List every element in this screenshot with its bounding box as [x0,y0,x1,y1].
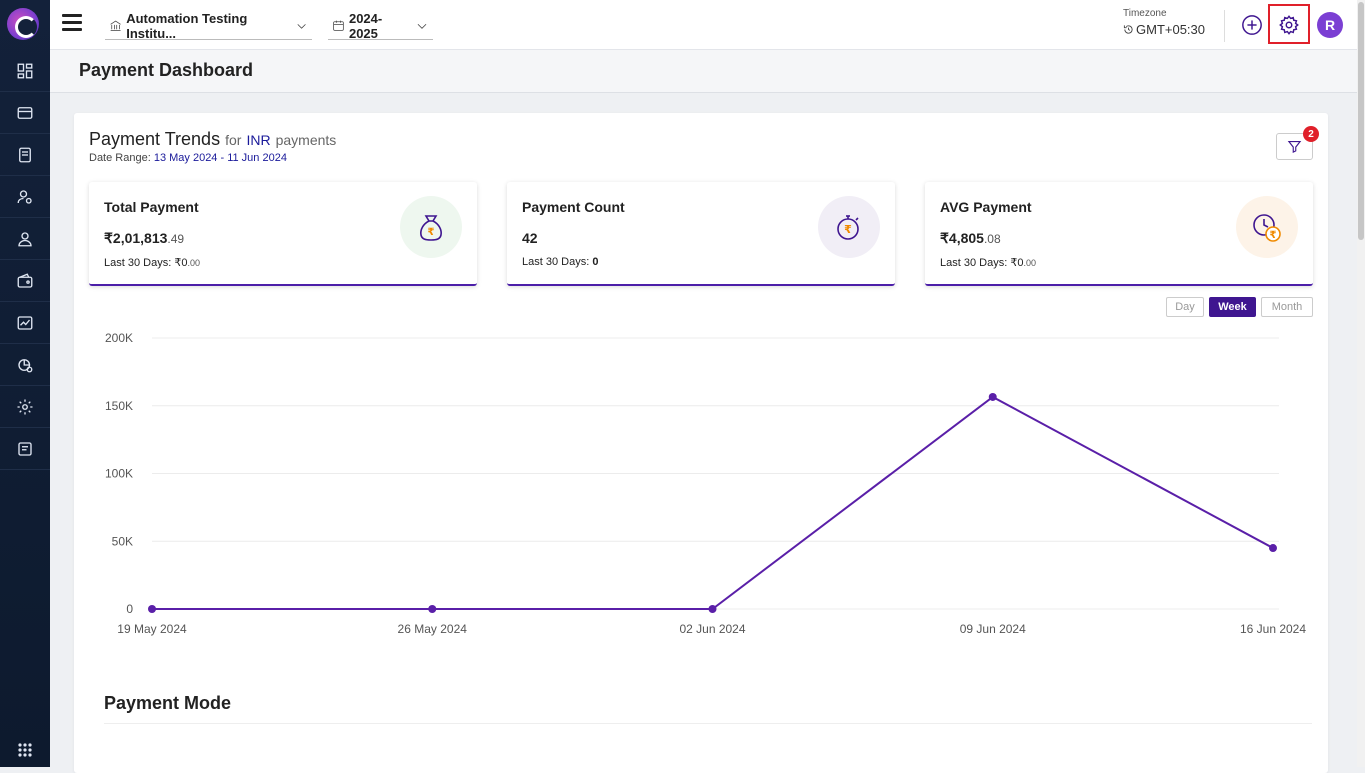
clock-rupee-icon: ₹ [1236,196,1298,258]
payment-trend-chart: 0 50K 100K 150K 200K 19 May 2024 26 May 2024 02… [105,331,1306,636]
stopwatch-rupee-icon: ₹ [818,196,880,258]
y-tick-label: 150K [105,399,133,413]
stat-value: ₹4,805.08 [940,230,1001,246]
trends-for: for [225,132,242,148]
sidebar-item-analytics[interactable] [0,344,50,386]
stat-last-30-days: Last 30 Days: ₹0.00 [940,257,1036,269]
y-tick-label: 0 [126,602,133,616]
toggle-month[interactable]: Month [1261,297,1313,317]
document-icon [18,441,32,456]
stat-last-30-days: Last 30 Days: 0 [522,256,599,268]
stat-last-30-days: Last 30 Days: ₹0.00 [104,257,200,269]
sidebar-item-reports[interactable] [0,302,50,344]
payment-trends-title: Payment Trends for INR payments [89,129,336,150]
sidebar-item-invoices[interactable] [0,134,50,176]
x-tick-label: 19 May 2024 [117,622,187,636]
stat-label: Payment Count [522,199,625,215]
x-tick-label: 16 Jun 2024 [1240,622,1306,636]
user-avatar[interactable]: R [1317,12,1343,38]
scroll-thumb[interactable] [1358,2,1364,240]
page-title: Payment Dashboard [79,60,254,80]
date-range-label: Date Range: [89,152,151,164]
filter-icon [1287,140,1302,154]
chevron-down-icon [417,23,427,29]
add-button[interactable] [1240,13,1264,37]
y-tick-label: 200K [105,331,133,345]
divider [104,723,1312,724]
y-tick-label: 100K [105,467,133,481]
data-point [148,605,156,613]
data-point [1269,544,1277,553]
timezone-label: Timezone [1123,8,1167,19]
money-bag-icon: ₹ [400,196,462,258]
sidebar-item-users[interactable] [0,176,50,218]
svg-text:₹: ₹ [428,227,435,238]
sidebar-item-documents[interactable] [0,428,50,470]
wallet-icon [17,272,33,288]
timezone-value: GMT+05:30 [1136,22,1206,37]
student-icon [18,231,32,246]
sidebar-item-settings[interactable] [0,386,50,428]
page-header: Payment Dashboard [50,50,1357,93]
date-range-value: 13 May 2024 - 11 Jun 2024 [153,152,287,164]
chevron-down-icon [297,23,306,29]
payment-card-icon [17,106,33,119]
x-tick-label: 02 Jun 2024 [679,622,745,636]
y-tick-label: 50K [112,534,133,548]
stat-card-total-payment: Total Payment ₹2,01,813.49 Last 30 Days:… [89,182,477,286]
payment-mode-title: Payment Mode [104,693,232,713]
user-settings-icon [17,189,32,204]
reports-icon [17,315,33,330]
stat-value: ₹2,01,813.49 [104,230,185,246]
plus-circle-icon [1242,15,1262,35]
data-point [988,392,997,401]
analytics-icon [18,358,33,372]
sidebar-item-payments[interactable] [0,92,50,134]
gear-icon [1279,15,1299,35]
stat-label: Total Payment [104,199,199,215]
svg-text:₹: ₹ [1270,230,1277,241]
trends-currency: INR [246,132,271,148]
institute-name: Automation Testing Institu... [126,10,248,41]
invoice-icon [19,147,31,162]
top-bar: Automation Testing Institu... 2024-2025 … [50,0,1357,50]
history-icon [1123,25,1133,34]
settings-highlight [1268,4,1310,44]
toggle-week[interactable]: Week [1209,297,1256,317]
sidebar [0,0,50,767]
academic-year-selector[interactable]: 2024-2025 [328,10,433,41]
series-line [152,395,1274,610]
divider [1224,10,1225,42]
academic-year: 2024-2025 [348,10,383,41]
settings-button[interactable] [1277,13,1301,37]
svg-text:₹: ₹ [844,223,852,236]
timezone-display: Timezone GMT+05:30 [1123,8,1205,37]
institute-selector[interactable]: Automation Testing Institu... [105,10,312,41]
date-range: Date Range: 13 May 2024 - 11 Jun 2024 [89,152,287,164]
trends-payments: payments [275,132,337,148]
data-point [428,605,437,613]
dashboard-icon [17,63,33,78]
stat-card-avg-payment: AVG Payment ₹4,805.08 Last 30 Days: ₹0.0… [925,182,1313,286]
sidebar-item-dashboard[interactable] [0,50,50,92]
apps-grid-icon[interactable] [0,733,50,767]
institution-icon [110,20,121,31]
toggle-day[interactable]: Day [1166,297,1204,317]
stat-label: AVG Payment [940,199,1032,215]
menu-toggle-icon[interactable] [62,14,82,34]
trends-title: Payment Trends [89,129,221,149]
app-logo[interactable] [7,8,39,40]
scrollbar[interactable] [1357,0,1365,767]
payment-trends-card: Payment Trends for INR payments Date Ran… [74,113,1328,773]
stat-card-payment-count: Payment Count 42 Last 30 Days: 0 ₹ [507,182,895,286]
sidebar-item-wallet[interactable] [0,260,50,302]
filter-count-badge: 2 [1303,126,1319,142]
stat-value: 42 [522,230,538,246]
calendar-icon [333,20,344,31]
sidebar-item-students[interactable] [0,218,50,260]
x-tick-label: 09 Jun 2024 [960,622,1026,636]
data-point [708,605,717,613]
settings-icon [17,399,33,414]
x-tick-label: 26 May 2024 [398,622,468,636]
